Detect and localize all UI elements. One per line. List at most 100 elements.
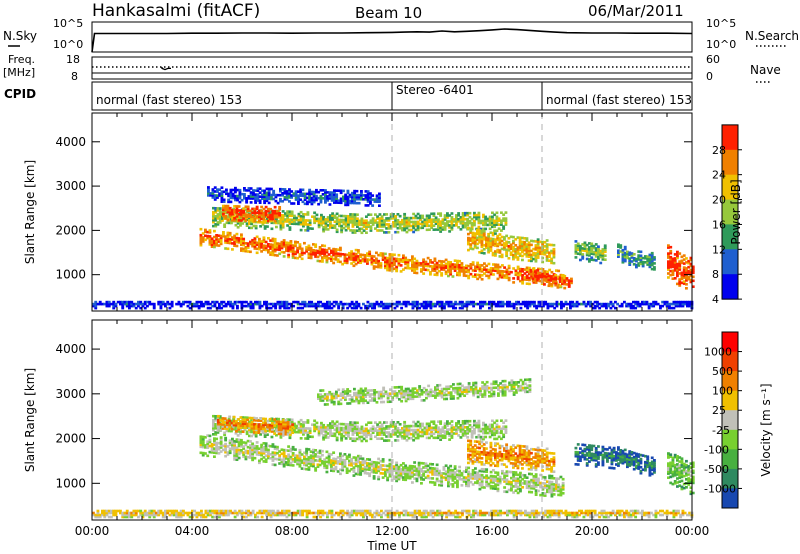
echo-cell xyxy=(478,267,482,271)
echo-cell xyxy=(643,302,647,306)
echo-cell xyxy=(217,441,221,445)
echo-cell xyxy=(375,469,378,472)
echo-cell xyxy=(537,304,541,308)
echo-cell xyxy=(201,441,205,445)
echo-cell xyxy=(545,275,549,279)
echo-cell xyxy=(341,460,345,464)
echo-cell xyxy=(479,306,482,310)
echo-cell xyxy=(525,270,529,274)
echo-cell xyxy=(289,240,293,243)
echo-cell xyxy=(212,422,215,426)
echo-cell xyxy=(377,304,381,308)
echo-cell xyxy=(449,273,453,276)
echo-cell xyxy=(389,215,393,218)
echo-cell xyxy=(264,446,268,449)
echo-cell xyxy=(681,304,685,308)
echo-cell xyxy=(301,302,305,306)
echo-cell xyxy=(557,302,561,306)
echo-cell xyxy=(213,447,216,450)
echo-cell xyxy=(368,468,372,472)
echo-cell xyxy=(478,263,482,267)
echo-cell xyxy=(251,450,255,454)
echo-cell xyxy=(474,275,477,278)
echo-cell xyxy=(272,189,276,193)
echo-cell xyxy=(498,275,502,279)
echo-cell xyxy=(485,476,489,480)
echo-cell xyxy=(539,481,543,485)
echo-cell xyxy=(297,420,301,424)
echo-cell xyxy=(286,210,290,213)
echo-cell xyxy=(221,219,224,222)
freq-tick-top: 18 xyxy=(66,53,80,66)
echo-cell xyxy=(515,300,518,304)
echo-cell xyxy=(682,262,686,265)
echo-cell xyxy=(141,302,145,306)
echo-cell xyxy=(125,304,129,308)
echo-cell xyxy=(278,248,282,252)
echo-cell xyxy=(224,442,228,446)
echo-cell xyxy=(338,432,341,436)
echo-cell xyxy=(349,219,353,222)
echo-cell xyxy=(469,272,473,276)
echo-cell xyxy=(317,300,320,304)
echo-cell xyxy=(424,466,428,470)
echo-cell xyxy=(527,241,531,244)
echo-cell xyxy=(234,196,237,200)
echo-cell xyxy=(298,243,302,246)
echo-cell xyxy=(646,259,650,262)
echo-cell xyxy=(228,447,232,451)
echo-cell xyxy=(344,218,348,222)
echo-cell xyxy=(494,269,498,272)
echo-cell xyxy=(281,224,285,227)
echo-cell xyxy=(396,213,400,216)
echo-cell xyxy=(233,444,237,447)
echo-cell xyxy=(371,302,374,306)
echo-cell xyxy=(270,195,273,199)
echo-cell xyxy=(585,247,589,251)
echo-cell xyxy=(367,213,371,216)
echo-cell xyxy=(387,225,391,228)
echo-cell xyxy=(224,216,228,220)
echo-cell xyxy=(219,240,223,244)
echo-cell xyxy=(211,300,215,304)
echo-cell xyxy=(254,199,258,202)
echo-cell xyxy=(340,434,344,438)
echo-cell xyxy=(401,226,404,230)
echo-cell xyxy=(602,304,606,308)
echo-cell xyxy=(541,475,545,479)
echo-cell xyxy=(255,243,259,247)
echo-cell xyxy=(683,300,687,304)
echo-cell xyxy=(422,258,426,261)
echo-cell xyxy=(548,243,551,247)
echo-cell xyxy=(222,300,226,304)
echo-cell xyxy=(625,304,629,308)
echo-cell xyxy=(425,300,428,304)
echo-cell xyxy=(531,277,535,281)
echo-cell xyxy=(313,217,317,221)
echo-cell xyxy=(689,280,693,284)
echo-cell xyxy=(240,233,243,236)
echo-cell xyxy=(691,265,695,269)
echo-cell xyxy=(439,226,443,229)
echo-cell xyxy=(453,465,457,468)
echo-cell xyxy=(355,193,359,197)
echo-cell xyxy=(389,225,393,228)
echo-cell xyxy=(531,279,535,283)
echo-cell xyxy=(433,265,437,268)
echo-cell xyxy=(420,268,423,271)
echo-cell xyxy=(499,304,503,308)
echo-cell xyxy=(532,475,536,478)
echo-cell xyxy=(482,219,485,223)
echo-cell xyxy=(240,213,243,216)
echo-cell xyxy=(478,239,482,242)
echo-cell xyxy=(294,454,297,457)
echo-cell xyxy=(537,302,541,306)
echo-cell xyxy=(682,280,686,283)
echo-cell xyxy=(378,198,381,202)
echo-cell xyxy=(420,302,424,306)
echo-cell xyxy=(94,302,98,306)
echo-cell xyxy=(514,269,518,272)
echo-cell xyxy=(339,191,343,195)
echo-cell xyxy=(676,254,679,258)
echo-cell xyxy=(462,274,466,277)
